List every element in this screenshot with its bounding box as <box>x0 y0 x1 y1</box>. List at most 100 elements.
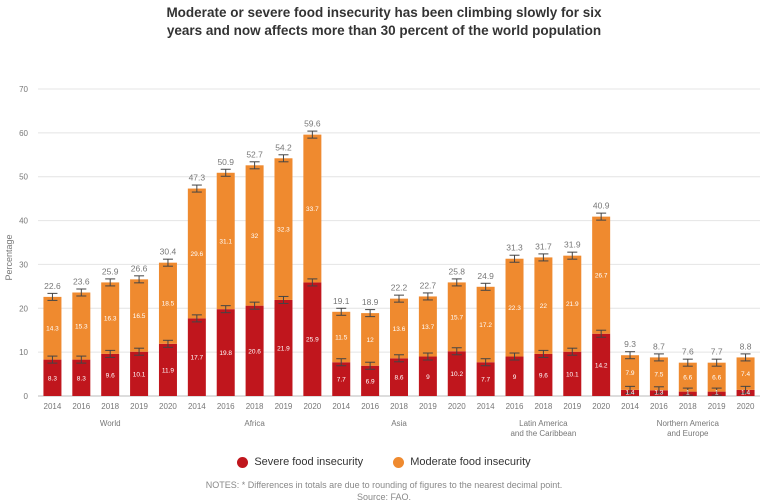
data-label-severe: 19.8 <box>219 350 232 357</box>
data-label-severe: 8.3 <box>77 375 86 382</box>
bar-moderate <box>418 296 437 357</box>
data-label-severe: 17.7 <box>191 355 204 362</box>
data-label-total: 22.2 <box>391 283 408 293</box>
x-tick-label: 2019 <box>563 402 581 411</box>
data-label-moderate: 33.7 <box>306 206 319 213</box>
x-tick-label: 2014 <box>621 402 639 411</box>
bar-moderate <box>43 296 62 360</box>
data-label-moderate: 32.3 <box>277 227 290 234</box>
data-label-severe: 10.2 <box>450 371 463 378</box>
group-label: and the Caribbean <box>510 429 576 438</box>
bar-moderate <box>216 172 235 310</box>
bar-moderate <box>158 262 177 344</box>
chart-title: Moderate or severe food insecurity has b… <box>0 4 768 40</box>
x-tick-label: 2018 <box>246 402 264 411</box>
bar-severe <box>187 318 206 396</box>
bar-severe <box>447 351 466 396</box>
data-label-severe: 11.9 <box>162 367 175 374</box>
legend-label-moderate: Moderate food insecurity <box>410 456 531 468</box>
bar-moderate <box>505 258 524 357</box>
bar-severe <box>476 362 495 396</box>
data-label-severe: 9 <box>426 374 430 381</box>
bar-moderate <box>303 134 322 283</box>
y-tick-label: 0 <box>24 392 29 401</box>
data-label-moderate: 26.7 <box>595 273 608 280</box>
data-label-moderate: 6.6 <box>683 375 692 382</box>
data-label-severe: 7.7 <box>481 377 490 384</box>
data-label-severe: 1 <box>686 390 690 397</box>
y-tick-label: 10 <box>19 348 28 357</box>
data-label-total: 7.7 <box>711 347 723 357</box>
data-label-severe: 25.9 <box>306 337 319 344</box>
data-label-severe: 9.6 <box>106 372 115 379</box>
x-tick-label: 2016 <box>72 402 90 411</box>
bar-severe <box>216 309 235 396</box>
data-label-severe: 1 <box>715 390 719 397</box>
chart-legend: Severe food insecurity Moderate food ins… <box>0 456 768 468</box>
group-label: Africa <box>244 419 265 428</box>
bar-moderate <box>187 188 206 319</box>
data-label-moderate: 6.6 <box>712 375 721 382</box>
bar-moderate <box>534 257 553 354</box>
data-label-total: 7.6 <box>682 347 694 357</box>
data-label-severe: 20.6 <box>248 348 261 355</box>
data-label-severe: 7.7 <box>337 377 346 384</box>
data-label-severe: 9.6 <box>539 372 548 379</box>
data-label-total: 19.1 <box>333 296 350 306</box>
chart-notes: NOTES: * Differences in totals are due t… <box>0 479 768 503</box>
data-label-severe: 10.1 <box>566 371 579 378</box>
x-tick-label: 2016 <box>361 402 379 411</box>
data-label-total: 31.7 <box>535 241 552 251</box>
chart-title-line-1: Moderate or severe food insecurity has b… <box>166 5 602 20</box>
x-tick-label: 2018 <box>535 402 553 411</box>
x-tick-label: 2014 <box>44 402 62 411</box>
data-label-severe: 1.4 <box>626 390 635 397</box>
bar-moderate <box>707 362 726 392</box>
bar-moderate <box>563 255 582 352</box>
x-tick-label: 2018 <box>101 402 119 411</box>
bar-severe <box>563 351 582 396</box>
x-tick-label: 2018 <box>679 402 697 411</box>
data-label-total: 50.9 <box>217 157 234 167</box>
data-label-severe: 14.2 <box>595 362 608 369</box>
bar-severe <box>101 353 120 396</box>
data-label-total: 31.9 <box>564 240 581 250</box>
bar-moderate <box>332 311 351 363</box>
data-label-total: 25.9 <box>102 266 119 276</box>
data-label-moderate: 29.6 <box>191 251 204 258</box>
y-tick-label: 50 <box>19 173 28 182</box>
y-tick-label: 70 <box>19 85 28 94</box>
data-label-total: 24.9 <box>477 271 494 281</box>
x-tick-label: 2016 <box>506 402 524 411</box>
data-label-total: 25.8 <box>448 266 465 276</box>
y-tick-label: 40 <box>19 217 28 226</box>
data-label-moderate: 14.3 <box>46 326 59 333</box>
bar-severe <box>245 305 264 396</box>
data-label-moderate: 22 <box>540 303 548 310</box>
bar-moderate <box>72 292 91 360</box>
bar-severe <box>130 351 149 396</box>
x-tick-label: 2014 <box>477 402 495 411</box>
chart-title-line-2: years and now affects more than 30 perce… <box>166 23 602 38</box>
data-label-total: 22.6 <box>44 281 61 291</box>
data-label-moderate: 16.5 <box>133 313 146 320</box>
data-label-moderate: 16.3 <box>104 316 117 323</box>
y-tick-label: 30 <box>19 260 28 269</box>
group-label: World <box>100 419 121 428</box>
legend-swatch-moderate <box>393 456 405 468</box>
bar-severe <box>534 353 553 396</box>
data-label-total: 47.3 <box>189 173 206 183</box>
data-label-moderate: 15.7 <box>450 314 463 321</box>
bar-moderate <box>361 313 380 366</box>
data-label-total: 22.7 <box>420 280 437 290</box>
y-tick-label: 60 <box>19 129 28 138</box>
x-tick-label: 2020 <box>303 402 321 411</box>
group-label: Northern America <box>657 419 720 428</box>
group-label: and Europe <box>667 429 709 438</box>
x-tick-label: 2019 <box>130 402 148 411</box>
data-label-moderate: 17.2 <box>479 322 492 329</box>
data-label-total: 8.8 <box>740 341 752 351</box>
data-label-total: 59.6 <box>304 119 321 129</box>
y-tick-label: 20 <box>19 304 28 313</box>
